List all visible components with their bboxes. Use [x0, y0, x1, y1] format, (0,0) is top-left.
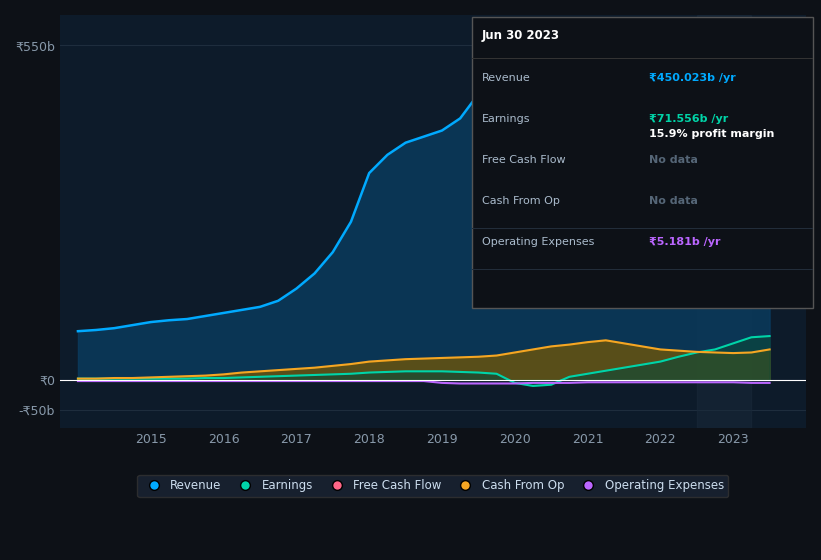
Text: Cash From Op: Cash From Op: [482, 196, 560, 206]
Text: ₹71.556b /yr: ₹71.556b /yr: [649, 114, 728, 124]
Text: Earnings: Earnings: [482, 114, 530, 124]
Text: Operating Expenses: Operating Expenses: [482, 237, 594, 247]
Text: ₹450.023b /yr: ₹450.023b /yr: [649, 73, 736, 83]
Text: No data: No data: [649, 155, 698, 165]
Bar: [697, 15, 751, 428]
Text: Revenue: Revenue: [482, 73, 530, 83]
Text: Free Cash Flow: Free Cash Flow: [482, 155, 566, 165]
Text: ₹5.181b /yr: ₹5.181b /yr: [649, 237, 721, 247]
Legend: Revenue, Earnings, Free Cash Flow, Cash From Op, Operating Expenses: Revenue, Earnings, Free Cash Flow, Cash …: [137, 474, 728, 497]
Text: Jun 30 2023: Jun 30 2023: [482, 29, 560, 42]
Text: 15.9% profit margin: 15.9% profit margin: [649, 129, 775, 139]
Text: No data: No data: [649, 196, 698, 206]
